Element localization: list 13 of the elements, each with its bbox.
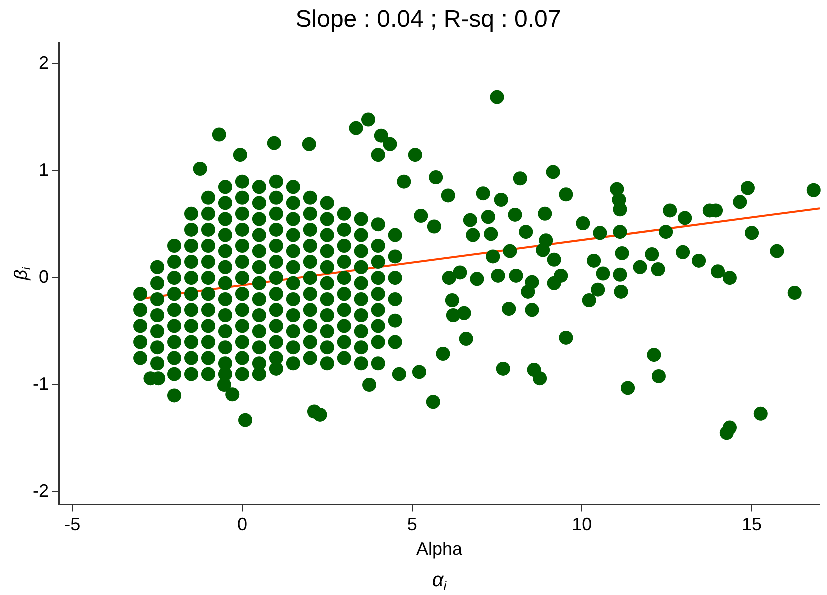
y-axis-title: βi [11, 266, 34, 282]
y-tick-label: 2 [38, 53, 50, 74]
x-tick-label: -5 [64, 514, 81, 535]
y-tick-label: -2 [32, 480, 50, 501]
chart-title: Slope : 0.04 ; R-sq : 0.07 [296, 6, 562, 34]
y-tick-label: -1 [32, 374, 50, 394]
x-tick-label: 5 [407, 514, 418, 535]
x-tick-label: 10 [572, 514, 592, 535]
x-axis-title: Alpha [416, 539, 464, 560]
y-tick-label: 1 [38, 160, 50, 180]
y-tick-label: 0 [38, 267, 50, 288]
x-tick-label: 0 [237, 514, 248, 535]
x-tick-label: 15 [742, 514, 762, 535]
